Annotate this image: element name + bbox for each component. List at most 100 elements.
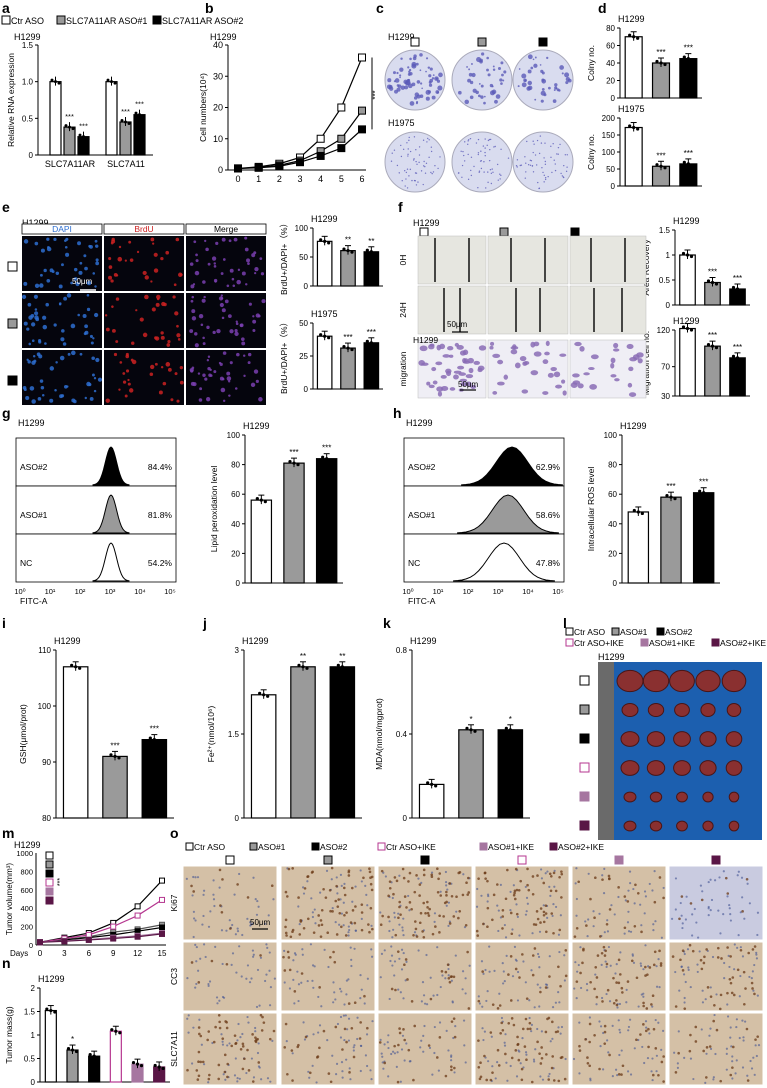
panel-o-stained-cell xyxy=(326,931,330,935)
panel-o-nucleus xyxy=(491,1065,494,1068)
panel-o-nucleus xyxy=(563,954,566,957)
panel-c-colony xyxy=(413,96,418,100)
panel-o-stained-cell xyxy=(445,894,448,897)
chart-d2-ytick-label-1: 50 xyxy=(606,165,615,174)
chart-f1-sig-2: *** xyxy=(733,274,742,283)
panel-o-nucleus xyxy=(423,1024,426,1028)
panel-o-nucleus xyxy=(428,1046,432,1049)
panel-o-nucleus xyxy=(344,1014,347,1017)
panel-o-nucleus xyxy=(199,957,202,960)
panel-o-image-2-4 xyxy=(571,1012,667,1086)
chart-g2-dot-1-2 xyxy=(296,463,300,467)
panel-o-nucleus xyxy=(742,1036,745,1039)
panel-o-nucleus xyxy=(600,963,603,966)
panel-o-nucleus xyxy=(709,878,712,881)
chart-h2-sig-2: *** xyxy=(699,478,708,487)
panel-e-nucleus xyxy=(220,297,224,300)
panel-o-nucleus xyxy=(228,919,231,922)
chart-b-xtick-label-1: 1 xyxy=(256,174,261,184)
panel-o-nucleus xyxy=(602,892,606,895)
panel-o-row-label-1: CC3 xyxy=(169,968,179,985)
panel-o-stained-cell xyxy=(586,1056,589,1059)
panel-e-nucleus xyxy=(179,380,184,385)
panel-o-stained-cell xyxy=(412,933,415,937)
panel-o-nucleus xyxy=(429,976,432,979)
chart-i-ytick-label-1: 90 xyxy=(42,758,51,767)
panel-o-stained-cell xyxy=(261,1015,264,1019)
panel-l-ruler xyxy=(598,662,615,840)
panel-c-colony xyxy=(482,145,485,147)
panel-e-nucleus xyxy=(108,275,112,280)
panel-c-colony xyxy=(431,95,436,100)
panel-c-colony xyxy=(399,67,404,72)
panel-o-nucleus xyxy=(598,1020,601,1023)
chart-i-sig-1: *** xyxy=(110,741,119,750)
panel-c-colony xyxy=(463,154,465,157)
panel-e-nucleus xyxy=(197,372,201,375)
panel-o-nucleus xyxy=(655,985,659,988)
chart-i-dot-0-1 xyxy=(74,665,78,669)
panel-o-nucleus xyxy=(746,1074,749,1077)
panel-c-colony xyxy=(480,84,484,88)
panel-c-colony xyxy=(425,96,430,101)
panel-c-colony xyxy=(408,136,410,139)
panel-o-stained-cell xyxy=(449,975,453,979)
chart-n-cell-label: H1299 xyxy=(38,974,65,984)
panel-c-colony xyxy=(540,99,544,103)
panel-o-stained-cell xyxy=(338,911,342,915)
panel-o-nucleus xyxy=(736,874,739,877)
chart-h2-dot-0-0 xyxy=(632,508,636,513)
panel-c-colony xyxy=(400,57,403,60)
panel-c-colony xyxy=(533,143,535,145)
chart-j-dot-1-0 xyxy=(297,663,301,667)
panel-o-stained-cell xyxy=(491,1071,494,1074)
panel-o-stained-cell xyxy=(226,1075,229,1079)
panel-o-stained-cell xyxy=(517,1058,521,1062)
panel-o-stained-cell xyxy=(342,886,346,890)
panel-f-migrated-cell xyxy=(456,345,464,350)
panel-c-colony xyxy=(470,174,473,177)
panel-o-nucleus xyxy=(267,914,270,917)
panel-o-stained-cell xyxy=(621,1064,625,1068)
panel-e-nucleus xyxy=(247,352,252,357)
panel-o-stained-cell xyxy=(464,923,468,927)
panel-o-nucleus xyxy=(352,1046,355,1049)
panel-h-flow-pct-2: 47.8% xyxy=(536,558,561,568)
panel-c-colony xyxy=(488,138,491,141)
panel-o-nucleus xyxy=(676,1066,679,1069)
panel-o-stained-cell xyxy=(584,1038,587,1041)
panel-c-colony xyxy=(425,162,428,165)
chart-i-dot-2-1 xyxy=(152,738,156,742)
chart-f2-dot-0-2 xyxy=(689,328,694,332)
panel-o-stained-cell xyxy=(539,907,543,910)
panel-o-stained-cell xyxy=(617,1073,621,1076)
chart-e1-bar-1 xyxy=(340,250,356,287)
panel-o-nucleus xyxy=(236,1077,239,1080)
panel-o-nucleus xyxy=(366,1064,369,1068)
panel-o-nucleus xyxy=(339,898,342,901)
panel-e-nucleus xyxy=(39,273,43,277)
panel-o-stained-cell xyxy=(678,917,681,921)
panel-o-legend-icon-5 xyxy=(549,842,558,851)
chart-j-ytick-label-2: 3 xyxy=(235,646,240,655)
chart-k-dot-2-0 xyxy=(504,726,508,730)
chart-h2-ytick-label-1: 20 xyxy=(608,549,617,558)
panel-l-legend-icon-ike-1 xyxy=(640,638,649,647)
panel-c-colony xyxy=(487,139,490,142)
panel-c-colony xyxy=(544,142,546,144)
panel-o-stained-cell xyxy=(742,970,746,974)
panel-e-nucleus xyxy=(205,247,209,252)
panel-o-stained-cell xyxy=(496,1048,500,1052)
panel-e-nucleus xyxy=(111,305,114,308)
chart-b-xtick-label-6: 6 xyxy=(359,174,364,184)
panel-o-nucleus xyxy=(311,979,314,982)
panel-o-nucleus xyxy=(737,934,740,937)
panel-c-colony xyxy=(520,164,523,166)
panel-o-nucleus xyxy=(194,943,197,946)
panel-l-tumor-2-3 xyxy=(699,731,717,747)
chart-n-dot-1-1 xyxy=(70,1048,75,1052)
panel-o-stained-cell xyxy=(343,913,346,917)
